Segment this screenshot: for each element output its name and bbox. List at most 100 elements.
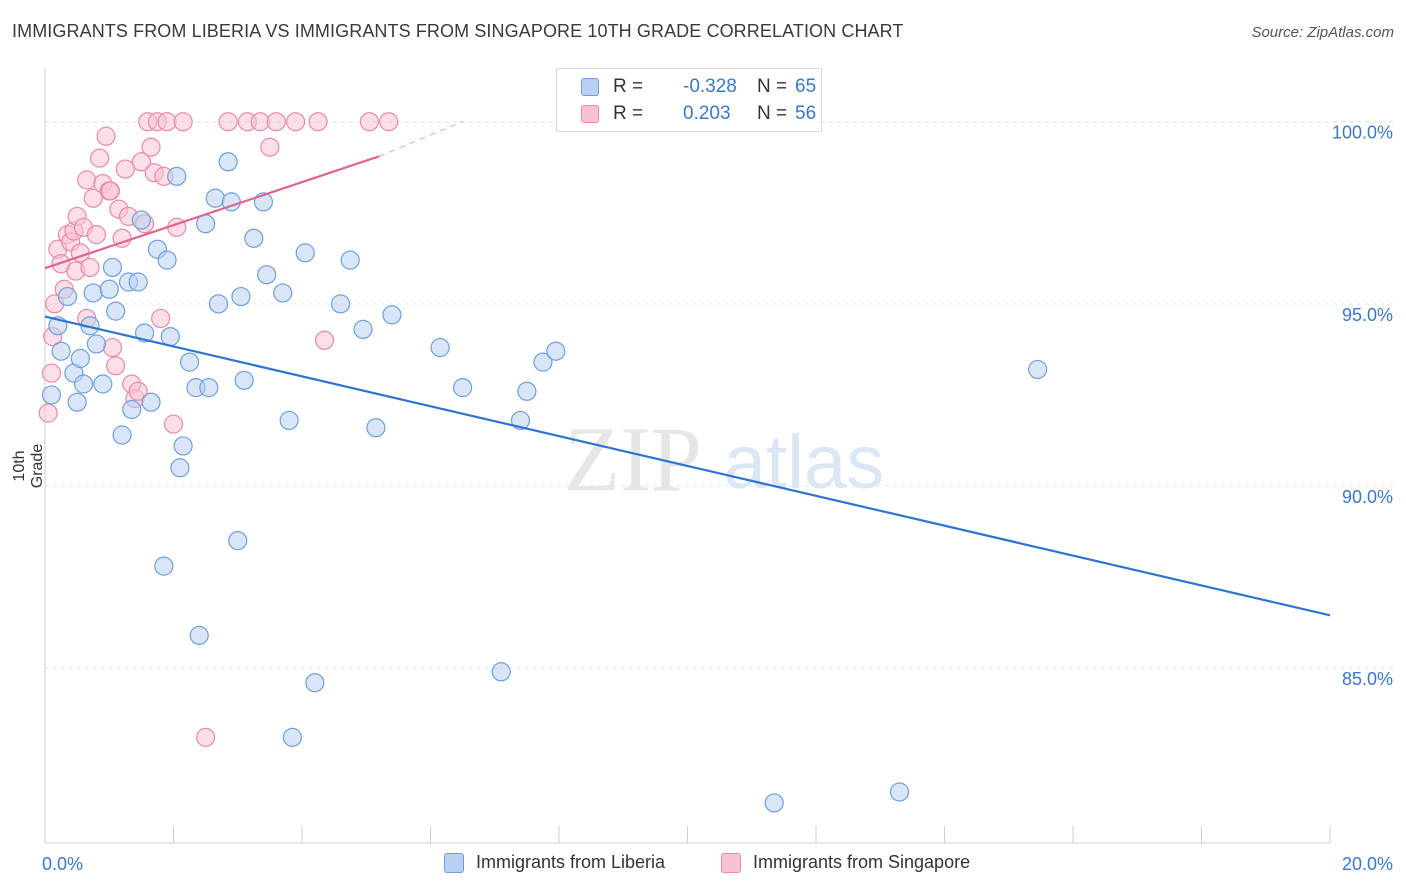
singapore-r-label: R =	[613, 103, 644, 124]
liberia-point	[234, 370, 254, 390]
liberia-point	[83, 283, 103, 303]
singapore-legend-label: Immigrants from Singapore	[753, 852, 971, 872]
liberia-swatch	[581, 78, 599, 96]
legend-item-singapore[interactable]: Immigrants from Singapore	[721, 852, 970, 873]
liberia-point	[208, 294, 229, 314]
singapore-n-value: 56	[795, 103, 817, 124]
liberia-point	[167, 166, 187, 186]
liberia-point	[295, 243, 315, 263]
liberia-r-label: R =	[613, 76, 644, 97]
liberia-point	[430, 337, 450, 358]
liberia-point	[453, 378, 473, 398]
liberia-point	[533, 352, 553, 372]
y-axis-label: 10th Grade	[11, 443, 46, 489]
singapore-point	[157, 112, 177, 132]
singapore-r-value: 0.203	[683, 103, 731, 124]
singapore-point	[173, 112, 193, 132]
liberia-point	[228, 531, 248, 551]
liberia-legend-label: Immigrants from Liberia	[476, 852, 666, 872]
singapore-point	[314, 330, 335, 350]
liberia-point	[305, 673, 325, 693]
liberia-point	[231, 286, 251, 307]
singapore-point	[250, 112, 270, 132]
y-tick-label: 95.0%	[1342, 305, 1393, 325]
singapore-legend-swatch	[721, 852, 741, 873]
liberia-point	[199, 378, 219, 398]
liberia-point	[889, 782, 910, 802]
singapore-point	[379, 112, 399, 132]
watermark-zip: ZIP	[564, 408, 702, 510]
liberia-point	[73, 374, 94, 394]
singapore-point	[41, 363, 62, 383]
legend-item-liberia[interactable]: Immigrants from Liberia	[444, 852, 665, 873]
liberia-point	[57, 286, 78, 307]
singapore-point	[131, 152, 151, 172]
x-tick-label: 0.0%	[42, 854, 83, 874]
axes	[44, 68, 1331, 844]
stats-legend: R = -0.328 N = 65 R = 0.203 N = 56	[556, 68, 822, 132]
liberia-point	[154, 556, 174, 576]
liberia-point	[41, 385, 62, 405]
liberia-legend-swatch	[444, 852, 464, 873]
liberia-point	[510, 410, 531, 431]
liberia-point	[102, 257, 123, 278]
liberia-point	[141, 392, 161, 412]
liberia-point	[491, 662, 511, 682]
liberia-point	[353, 319, 373, 339]
y-tick-label: 90.0%	[1342, 487, 1393, 507]
liberia-point	[205, 188, 225, 208]
liberia-point	[134, 323, 155, 343]
legend-row-singapore: R = 0.203 N = 56	[581, 102, 816, 126]
liberia-n-label: N =	[757, 76, 788, 97]
liberia-n-value: 65	[795, 76, 817, 97]
singapore-point	[80, 257, 100, 278]
liberia-point	[366, 418, 386, 438]
liberia-point	[764, 793, 784, 813]
singapore-point	[285, 112, 306, 132]
singapore-trend-extension	[378, 121, 463, 157]
y-tick-label: 100.0%	[1332, 123, 1393, 143]
singapore-point	[100, 181, 121, 201]
liberia-points	[41, 112, 1048, 813]
singapore-point	[359, 112, 380, 132]
legend-row-liberia: R = -0.328 N = 65	[581, 75, 816, 99]
singapore-point	[86, 225, 107, 245]
chart-title: IMMIGRANTS FROM LIBERIA VS IMMIGRANTS FR…	[12, 21, 904, 41]
liberia-point	[244, 228, 264, 248]
singapore-points	[38, 112, 399, 747]
trend-lines	[44, 121, 1331, 617]
grid-lines	[45, 121, 1395, 669]
singapore-point	[83, 188, 103, 208]
liberia-point	[86, 334, 107, 354]
tick-labels: 100.0% 95.0% 90.0% 85.0% 0.0% 20.0%	[42, 123, 1393, 874]
singapore-point	[96, 126, 116, 146]
y-tick-label: 85.0%	[1342, 669, 1393, 689]
liberia-point	[157, 250, 177, 270]
liberia-point	[282, 727, 302, 747]
singapore-point	[102, 337, 123, 358]
liberia-point	[170, 458, 190, 478]
singapore-swatch	[581, 105, 599, 123]
watermark: ZIP atlas	[564, 408, 884, 510]
liberia-point	[340, 250, 360, 270]
singapore-n-label: N =	[757, 103, 788, 124]
liberia-point	[279, 410, 299, 431]
singapore-point	[196, 727, 216, 747]
singapore-trend-line	[44, 155, 380, 270]
singapore-point	[308, 112, 328, 132]
singapore-point	[266, 112, 286, 132]
singapore-point	[128, 381, 148, 401]
liberia-point	[70, 348, 90, 369]
singapore-point	[90, 148, 110, 168]
singapore-point	[115, 159, 135, 179]
x-tick-label: 20.0%	[1342, 854, 1393, 874]
singapore-point	[106, 356, 126, 376]
liberia-point	[131, 210, 151, 230]
liberia-point	[517, 381, 537, 401]
source-label: Source: ZipAtlas.com	[1251, 24, 1394, 41]
liberia-point	[273, 283, 293, 303]
liberia-point	[257, 265, 277, 285]
liberia-point	[546, 341, 566, 361]
liberia-point	[382, 305, 402, 325]
